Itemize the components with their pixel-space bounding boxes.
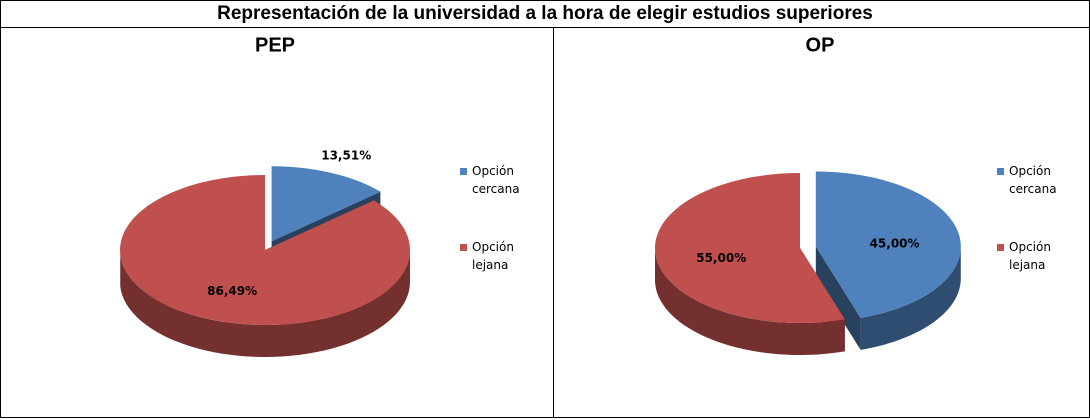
slice — [271, 166, 381, 242]
legend-label: Opción cercana — [472, 164, 520, 196]
slice-side — [120, 250, 410, 357]
chart-title: PEP — [255, 34, 295, 56]
legend-swatch — [460, 168, 467, 175]
slice — [120, 175, 410, 325]
slice-side — [815, 246, 861, 350]
legend-label: Opción cercana — [1009, 164, 1057, 196]
legend-swatch — [997, 168, 1004, 175]
chart-title: OP — [806, 34, 835, 56]
slice — [655, 173, 845, 323]
data-label: 86,49% — [207, 284, 257, 298]
data-label: 45,00% — [870, 237, 920, 251]
data-label: 13,51% — [321, 148, 371, 162]
slice — [815, 171, 961, 318]
legend-label: Opción lejana — [1009, 240, 1051, 272]
data-label: 55,00% — [696, 251, 746, 265]
legend-swatch — [997, 244, 1004, 251]
slice-side — [860, 246, 961, 350]
legend-swatch — [460, 244, 467, 251]
legend-label: Opción lejana — [472, 240, 514, 272]
slice-side — [655, 248, 845, 355]
